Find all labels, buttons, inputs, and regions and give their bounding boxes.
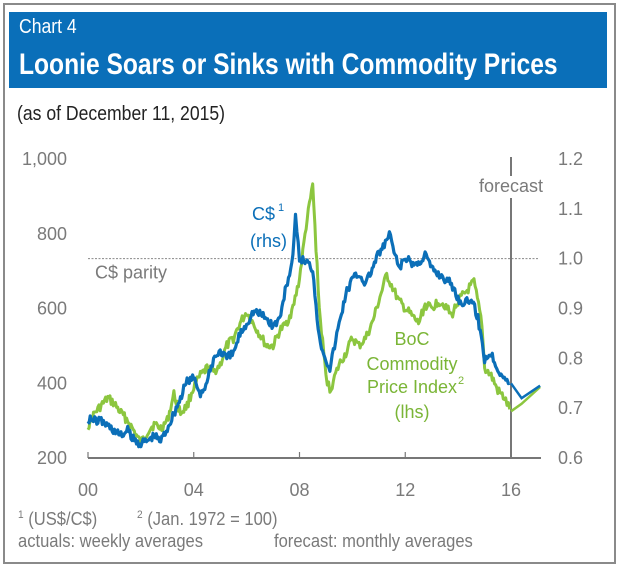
note-forecast: forecast: monthly averages xyxy=(274,531,473,551)
chart-frame xyxy=(3,3,616,564)
x-tick-label: 04 xyxy=(184,480,204,500)
chart-header: Chart 4 Loonie Soars or Sinks with Commo… xyxy=(9,12,607,88)
footnote-1: 1 (US$/C$) xyxy=(18,509,97,530)
commodity-label-line: BoC xyxy=(394,329,429,349)
x-tick-label: 16 xyxy=(501,480,521,500)
y-left-tick-label: 600 xyxy=(37,299,67,319)
cad-forecast-line xyxy=(509,382,541,400)
y-left-tick-label: 1,000 xyxy=(22,149,67,169)
y-left-tick-label: 200 xyxy=(37,448,67,468)
footnote-2: 2 (Jan. 1972 = 100) xyxy=(137,509,278,530)
y-right-tick-label: 1.1 xyxy=(558,199,583,219)
series-lines xyxy=(86,182,541,449)
parity-label: C$ parity xyxy=(95,263,167,283)
chart-title: Loonie Soars or Sinks with Commodity Pri… xyxy=(19,48,558,81)
chart-subtitle: (as of December 11, 2015) xyxy=(17,103,226,125)
y-right-tick-label: 0.9 xyxy=(558,299,583,319)
y-left-tick-label: 800 xyxy=(37,224,67,244)
axes: 00 04 08 12 162004006008001,0000.60.70.80.91… xyxy=(22,149,583,500)
y-right-tick-label: 1.2 xyxy=(558,149,583,169)
commodity-label-line: Price Index xyxy=(367,377,457,397)
chart-number: Chart 4 xyxy=(19,16,77,38)
x-tick-label: 08 xyxy=(289,480,309,500)
y-right-tick-label: 1.0 xyxy=(558,249,583,269)
commodity-index-forecast-line xyxy=(510,386,541,413)
footnote-1-text: (US$/C$) xyxy=(28,509,98,529)
footnote-1-marker: 1 xyxy=(18,509,24,521)
commodity-index-line xyxy=(86,182,512,447)
footnote-2-text: (Jan. 1972 = 100) xyxy=(147,509,278,529)
y-left-tick-label: 400 xyxy=(37,373,67,393)
commodity-label-superscript: 2 xyxy=(458,375,464,387)
y-right-tick-label: 0.8 xyxy=(558,348,583,368)
commodity-label-line: Commodity xyxy=(366,354,457,374)
note-actuals: actuals: weekly averages xyxy=(18,531,204,551)
forecast-label: forecast xyxy=(479,176,543,196)
cad-label-rhs: (rhs) xyxy=(250,231,287,251)
y-right-tick-label: 0.6 xyxy=(558,448,583,468)
y-right-tick-label: 0.7 xyxy=(558,398,583,418)
chart-labels: C$ 1 (rhs) BoC Commodity Price Index (lhs) 2 xyxy=(250,202,464,422)
x-tick-label: 12 xyxy=(395,480,415,500)
footnote-2-marker: 2 xyxy=(137,509,143,521)
commodity-label-line: (lhs) xyxy=(395,402,430,422)
cad-label-superscript: 1 xyxy=(278,202,284,214)
x-tick-label: 00 xyxy=(78,480,98,500)
cad-line xyxy=(86,212,511,449)
cad-label: C$ xyxy=(252,204,275,224)
